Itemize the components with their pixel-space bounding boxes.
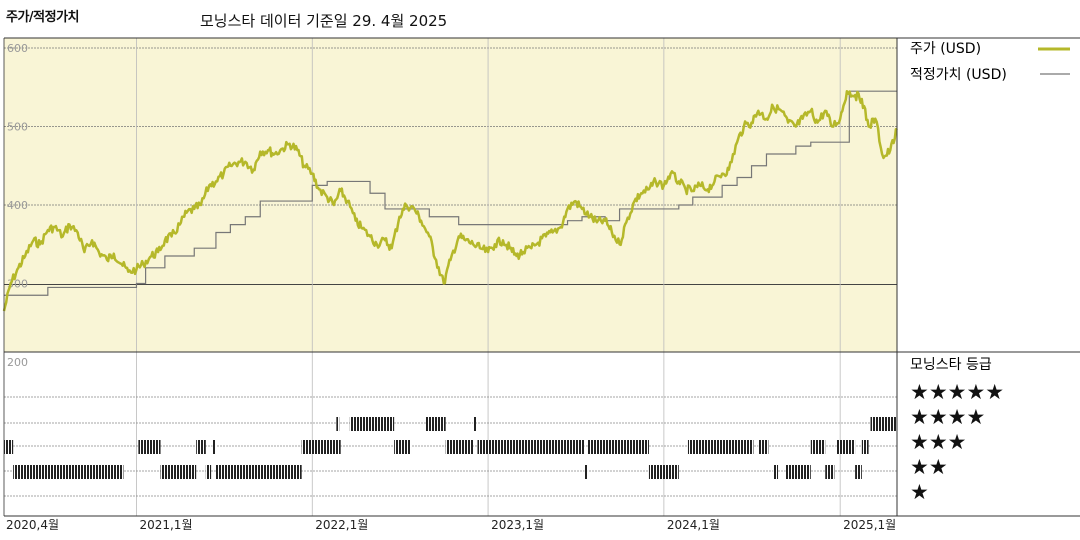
rating-bar-4-stars: [425, 417, 446, 431]
rating-bar-3-stars: [4, 440, 14, 454]
y-tick-label-200: 200: [7, 356, 28, 369]
x-tick-label-0: 2020,4월: [6, 518, 59, 532]
x-tick-label-2: 2022,1월: [315, 518, 368, 532]
rating-bar-3-stars: [836, 440, 856, 454]
rating-bars: [4, 417, 897, 479]
rating-bar-2-stars: [215, 465, 302, 479]
rating-bar-4-stars: [349, 417, 395, 431]
chart-title: 주가/적정가치: [6, 10, 80, 25]
rating-label-3-stars: ★★★: [910, 430, 966, 454]
x-grid-lines: [136, 38, 841, 516]
rating-label-1-star: ★: [910, 480, 929, 504]
x-tick-label-1: 2021,1월: [139, 518, 192, 532]
rating-bar-3-stars: [477, 440, 585, 454]
rating-bar-3-stars: [687, 440, 754, 454]
rating-bar-2-stars: [160, 465, 197, 479]
rating-label-2-stars: ★★: [910, 455, 948, 479]
rating-bar-4-stars: [870, 417, 897, 431]
rating-bar-3-stars: [138, 440, 161, 454]
price-panel-background: [4, 38, 897, 352]
rating-bar-3-stars: [810, 440, 826, 454]
rating-bar-3-stars: [394, 440, 412, 454]
rating-bar-3-stars: [758, 440, 769, 454]
rating-bar-2-stars: [855, 465, 862, 479]
chart-frame: [3, 37, 1080, 517]
rating-bar-2-stars: [785, 465, 811, 479]
y-tick-label-400: 400: [7, 199, 28, 212]
rating-bar-2-stars: [825, 465, 835, 479]
rating-bar-3-stars: [301, 440, 341, 454]
rating-label-4-stars: ★★★★: [910, 405, 985, 429]
chart-subtitle: 모닝스타 데이터 기준일 29. 4월 2025: [200, 12, 448, 30]
rating-bar-2-stars: [584, 465, 588, 479]
rating-bar-3-stars: [196, 440, 206, 454]
rating-bar-2-stars: [13, 465, 124, 479]
rating-bar-3-stars: [861, 440, 869, 454]
rating-label-5-stars: ★★★★★: [910, 380, 1004, 404]
rating-bar-2-stars: [773, 465, 779, 479]
legend-fair-value-label: 적정가치 (USD): [910, 67, 1007, 83]
rating-title: 모닝스타 등급: [910, 357, 992, 373]
rating-bar-2-stars: [205, 465, 212, 479]
rating-bar-4-stars: [473, 417, 477, 431]
y-tick-label-500: 500: [7, 121, 28, 134]
y-tick-label-600: 600: [7, 42, 28, 55]
rating-bar-3-stars: [212, 440, 216, 454]
x-axis-ticks: 2020,4월 2021,1월 2022,1월 2023,1월 2024,1월 2025,…: [6, 518, 896, 532]
x-tick-label-4: 2024,1월: [667, 518, 720, 532]
x-tick-label-5: 2025,1월: [843, 518, 896, 532]
rating-bar-3-stars: [445, 440, 474, 454]
fair-value-line: [4, 90, 897, 296]
legend-price-label: 주가 (USD): [910, 41, 981, 57]
x-tick-label-3: 2023,1월: [491, 518, 544, 532]
price-line: [2, 89, 898, 312]
rating-bar-4-stars: [336, 417, 340, 431]
rating-bar-2-stars: [648, 465, 679, 479]
rating-bar-3-stars: [587, 440, 649, 454]
